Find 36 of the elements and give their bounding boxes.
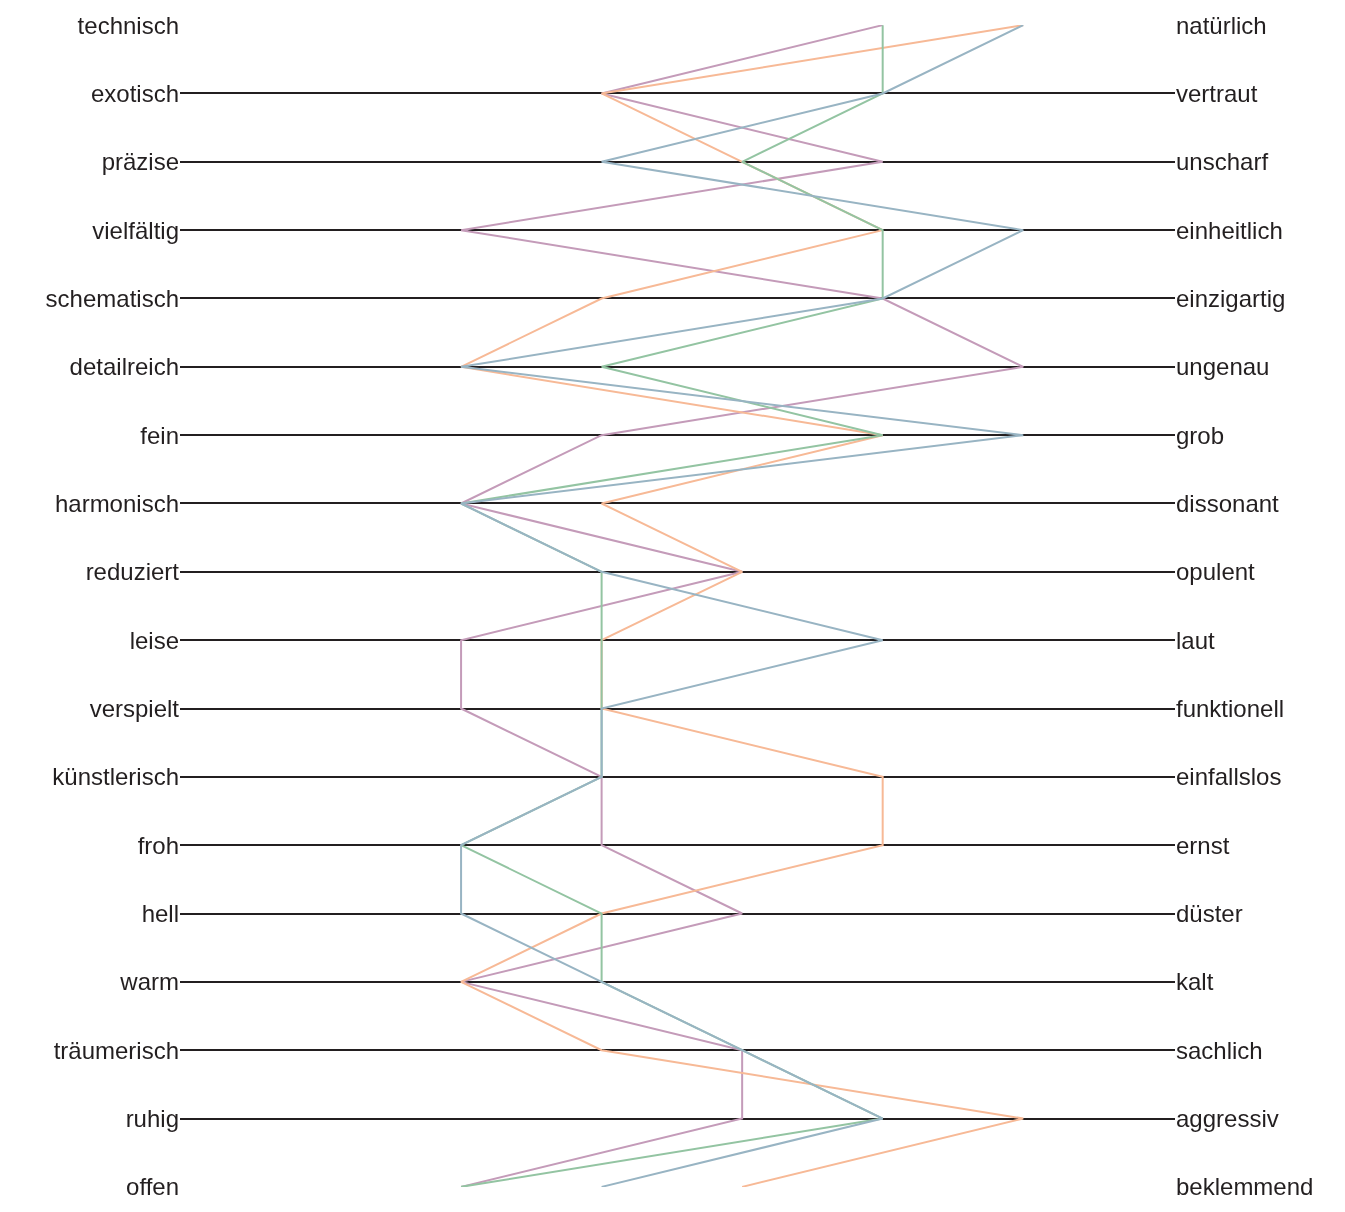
- y2-tick-label: vertraut: [1176, 79, 1258, 107]
- y2-tick-label: düster: [1176, 899, 1243, 927]
- y-tick-label: vielfältig: [92, 216, 179, 244]
- y-tick-label: offen: [126, 1173, 179, 1201]
- y2-tick-label: grob: [1176, 421, 1225, 449]
- y-tick-label: warm: [119, 968, 179, 996]
- y2-tick-label: ungenau: [1176, 353, 1270, 381]
- y-tick-label: reduziert: [85, 558, 180, 586]
- y-tick-label: harmonisch: [54, 489, 179, 517]
- y-tick-label: künstlerisch: [52, 763, 179, 791]
- y-tick-label: ruhig: [125, 1104, 179, 1132]
- y2-tick-label: natürlich: [1176, 11, 1267, 39]
- y2-tick-label: laut: [1176, 626, 1216, 654]
- y-tick-label: präzise: [101, 148, 179, 176]
- y-tick-label: leise: [129, 626, 179, 654]
- y2-tick-label: funktionell: [1176, 694, 1285, 722]
- y2-tick-label: aggressiv: [1176, 1104, 1279, 1132]
- y2-tick-label: kalt: [1176, 968, 1214, 996]
- y-tick-label: hell: [141, 899, 179, 927]
- y2-tick-label: einheitlich: [1176, 216, 1283, 244]
- y2-tick-label: einzigartig: [1176, 284, 1286, 312]
- y2-tick-label: einfallslos: [1176, 763, 1282, 791]
- y-tick-label: fein: [140, 421, 179, 449]
- y-tick-label: schematisch: [45, 284, 179, 312]
- y2-tick-label: unscharf: [1176, 148, 1269, 176]
- y-tick-label: verspielt: [89, 694, 180, 722]
- y-tick-label: exotisch: [90, 79, 179, 107]
- y-tick-label: technisch: [77, 11, 179, 39]
- y2-tick-label: beklemmend: [1176, 1173, 1314, 1201]
- y2-tick-label: ernst: [1176, 831, 1230, 859]
- y2-tick-label: opulent: [1176, 558, 1256, 586]
- y2-tick-label: sachlich: [1176, 1036, 1263, 1064]
- y-tick-label: detailreich: [69, 353, 179, 381]
- y-tick-label: froh: [137, 831, 179, 859]
- y2-tick-label: dissonant: [1176, 489, 1280, 517]
- y-tick-label: träumerisch: [53, 1036, 179, 1064]
